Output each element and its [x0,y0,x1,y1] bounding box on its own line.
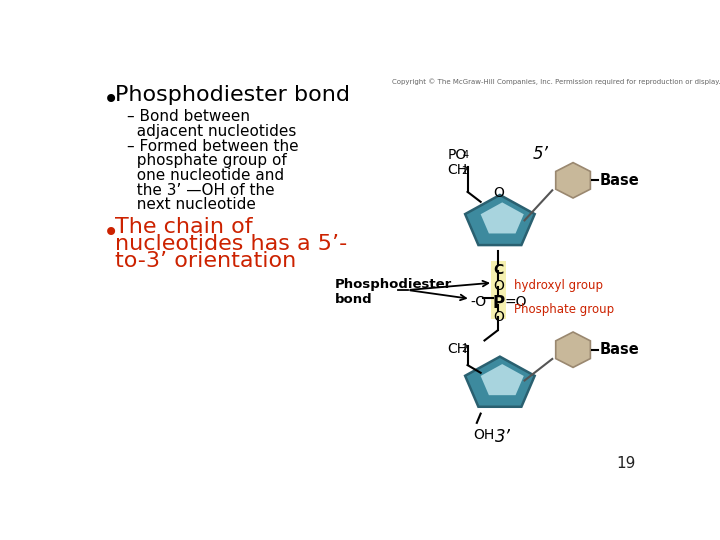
Text: 5’: 5’ [532,145,548,163]
Text: CH: CH [448,342,468,356]
Text: one nucleotide and: one nucleotide and [127,168,284,183]
Text: – Bond between: – Bond between [127,110,251,124]
Text: •: • [102,86,119,114]
Text: O: O [494,186,505,200]
Text: OH: OH [473,428,494,442]
Text: Phosphate group: Phosphate group [514,303,614,316]
Polygon shape [481,364,523,395]
Text: P: P [493,294,505,312]
Text: 19: 19 [616,456,636,471]
Text: PO: PO [448,148,467,162]
Text: – Formed between the: – Formed between the [127,139,299,154]
Text: nucleotides has a 5’-: nucleotides has a 5’- [115,234,347,254]
Text: =O: =O [505,295,527,309]
Text: Phosphodiester bond: Phosphodiester bond [115,85,350,105]
Text: to-3’ orientation: to-3’ orientation [115,251,296,271]
Text: O: O [493,279,504,293]
Polygon shape [465,356,535,407]
Text: next nucleotide: next nucleotide [127,197,256,212]
Text: Copyright © The McGraw-Hill Companies, Inc. Permission required for reproduction: Copyright © The McGraw-Hill Companies, I… [392,79,720,85]
Text: adjacent nucleotides: adjacent nucleotides [127,124,297,139]
Text: hydroxyl group: hydroxyl group [514,279,603,292]
Text: Base: Base [599,173,639,188]
Polygon shape [465,195,535,245]
Text: •: • [102,219,119,247]
Text: 3’: 3’ [495,428,511,446]
Text: Base: Base [599,342,639,357]
Text: Phosphodiester
bond: Phosphodiester bond [335,278,452,306]
Polygon shape [556,332,590,367]
Polygon shape [556,163,590,198]
Text: CH: CH [448,164,468,177]
Text: 4: 4 [462,150,468,160]
Text: O: O [493,357,504,372]
Text: The chain of: The chain of [115,217,253,237]
Text: the 3’ —OH of the: the 3’ —OH of the [127,183,275,198]
Text: 2: 2 [462,345,468,354]
Polygon shape [481,202,523,233]
FancyBboxPatch shape [490,261,506,319]
Text: C: C [494,264,504,278]
Text: 2: 2 [462,166,468,176]
Text: -O: -O [471,295,487,309]
Text: O: O [493,309,504,323]
Text: phosphate group of: phosphate group of [127,153,287,168]
